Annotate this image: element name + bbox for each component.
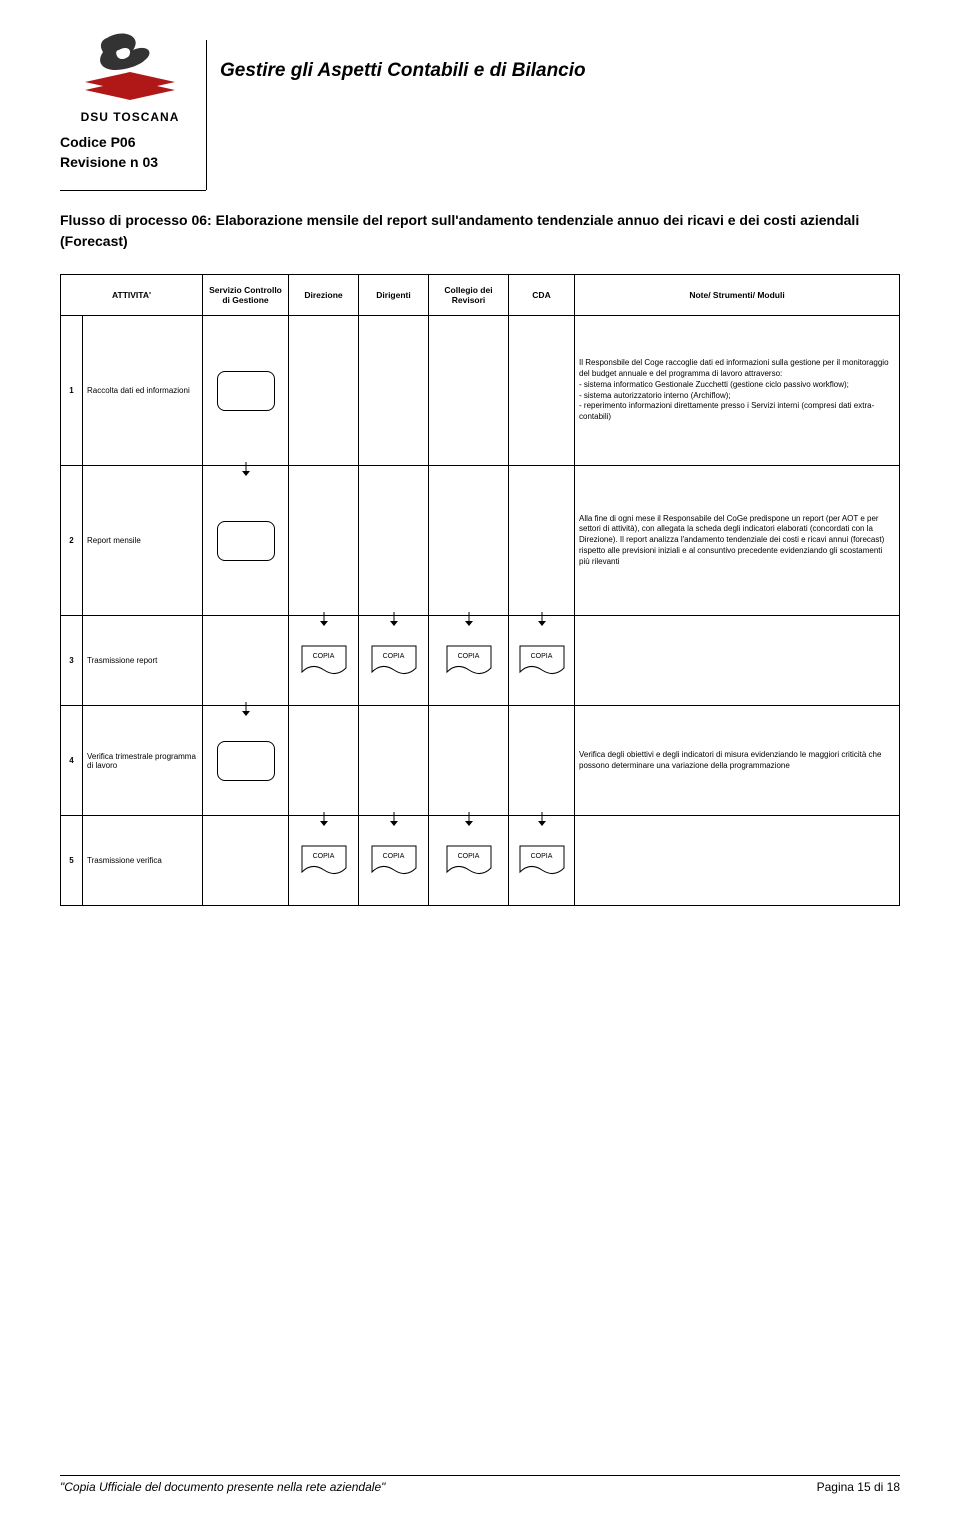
cell-empty [289,706,359,816]
arrow-down-icon [240,462,252,476]
page: DSU TOSCANA Gestire gli Aspetti Contabil… [0,0,960,1524]
page-footer: "Copia Ufficiale del documento presente … [60,1475,900,1494]
cell-servizio [203,706,289,816]
cell-empty [289,316,359,466]
cell-direzione: COPIA [289,816,359,906]
header-codes: Codice P06 Revisione n 03 [60,134,900,170]
cell-servizio [203,316,289,466]
code-label: Codice P06 [60,134,900,150]
cell-dirigenti: COPIA [359,816,429,906]
document-icon: COPIA [370,844,418,878]
arrow-down-icon [463,812,475,826]
table-row: 2 Report mensile Alla fine di ogni mese … [61,466,900,616]
logo-brand-text: DSU TOSCANA [81,110,180,124]
row-attivita: Trasmissione report [83,616,203,706]
arrow-down-icon [463,612,475,626]
process-box-icon [217,741,275,781]
document-icon: COPIA [445,644,493,678]
doc-label: COPIA [518,653,566,660]
document-icon: COPIA [300,844,348,878]
doc-label: COPIA [300,853,348,860]
cell-empty [359,466,429,616]
header-divider-v [206,40,207,190]
doc-label: COPIA [370,653,418,660]
arrow-down-icon [240,702,252,716]
footer-page-number: Pagina 15 di 18 [817,1480,900,1494]
cell-empty [429,466,509,616]
th-servizio: Servizio Controllo di Gestione [203,275,289,316]
document-icon: COPIA [300,644,348,678]
row-note [575,816,900,906]
cell-direzione: COPIA [289,616,359,706]
cell-collegio: COPIA [429,816,509,906]
document-icon: COPIA [518,644,566,678]
row-attivita: Trasmissione verifica [83,816,203,906]
document-icon: COPIA [445,844,493,878]
cell-empty [509,316,575,466]
process-box-icon [217,521,275,561]
cell-servizio [203,466,289,616]
doc-header: DSU TOSCANA Gestire gli Aspetti Contabil… [60,30,900,124]
table-row: 4 Verifica trimestrale programma di lavo… [61,706,900,816]
cell-empty [289,466,359,616]
row-num: 1 [61,316,83,466]
flow-title: Flusso di processo 06: Elaborazione mens… [60,210,900,252]
cell-servizio [203,816,289,906]
row-num: 3 [61,616,83,706]
document-icon: COPIA [518,844,566,878]
logo: DSU TOSCANA [60,30,200,124]
cell-empty [359,706,429,816]
th-direzione: Direzione [289,275,359,316]
arrow-down-icon [536,612,548,626]
row-note: Il Responsbile del Coge raccoglie dati e… [575,316,900,466]
table-row: 1 Raccolta dati ed informazioni Il Respo… [61,316,900,466]
arrow-down-icon [388,612,400,626]
arrow-down-icon [388,812,400,826]
revision-label: Revisione n 03 [60,154,900,170]
arrow-down-icon [318,812,330,826]
row-note: Alla fine di ogni mese il Responsabile d… [575,466,900,616]
cell-servizio [203,616,289,706]
doc-label: COPIA [370,853,418,860]
flow-table: ATTIVITA' Servizio Controllo di Gestione… [60,274,900,906]
document-icon: COPIA [370,644,418,678]
process-box-icon [217,371,275,411]
cell-empty [509,466,575,616]
cell-empty [429,706,509,816]
row-note [575,616,900,706]
cell-empty [509,706,575,816]
table-row: 3 Trasmissione report COPIA [61,616,900,706]
cell-cda: COPIA [509,616,575,706]
row-num: 4 [61,706,83,816]
footer-left: "Copia Ufficiale del documento presente … [60,1480,385,1494]
th-attivita: ATTIVITA' [61,275,203,316]
doc-label: COPIA [445,853,493,860]
header-divider-h [60,190,206,191]
doc-label: COPIA [445,653,493,660]
th-dirigenti: Dirigenti [359,275,429,316]
cell-cda: COPIA [509,816,575,906]
th-collegio: Collegio dei Revisori [429,275,509,316]
arrow-down-icon [318,612,330,626]
row-num: 2 [61,466,83,616]
cell-collegio: COPIA [429,616,509,706]
cell-dirigenti: COPIA [359,616,429,706]
cell-empty [359,316,429,466]
arrow-down-icon [536,812,548,826]
row-num: 5 [61,816,83,906]
title-column: Gestire gli Aspetti Contabili e di Bilan… [220,30,900,82]
th-note: Note/ Strumenti/ Moduli [575,275,900,316]
row-attivita: Verifica trimestrale programma di lavoro [83,706,203,816]
row-attivita: Report mensile [83,466,203,616]
th-cda: CDA [509,275,575,316]
doc-title: Gestire gli Aspetti Contabili e di Bilan… [220,60,900,82]
row-attivita: Raccolta dati ed informazioni [83,316,203,466]
doc-label: COPIA [300,653,348,660]
cell-empty [429,316,509,466]
doc-label: COPIA [518,853,566,860]
row-note: Verifica degli obiettivi e degli indicat… [575,706,900,816]
pegasus-logo-icon [75,30,185,108]
table-row: 5 Trasmissione verifica COPIA [61,816,900,906]
table-header-row: ATTIVITA' Servizio Controllo di Gestione… [61,275,900,316]
